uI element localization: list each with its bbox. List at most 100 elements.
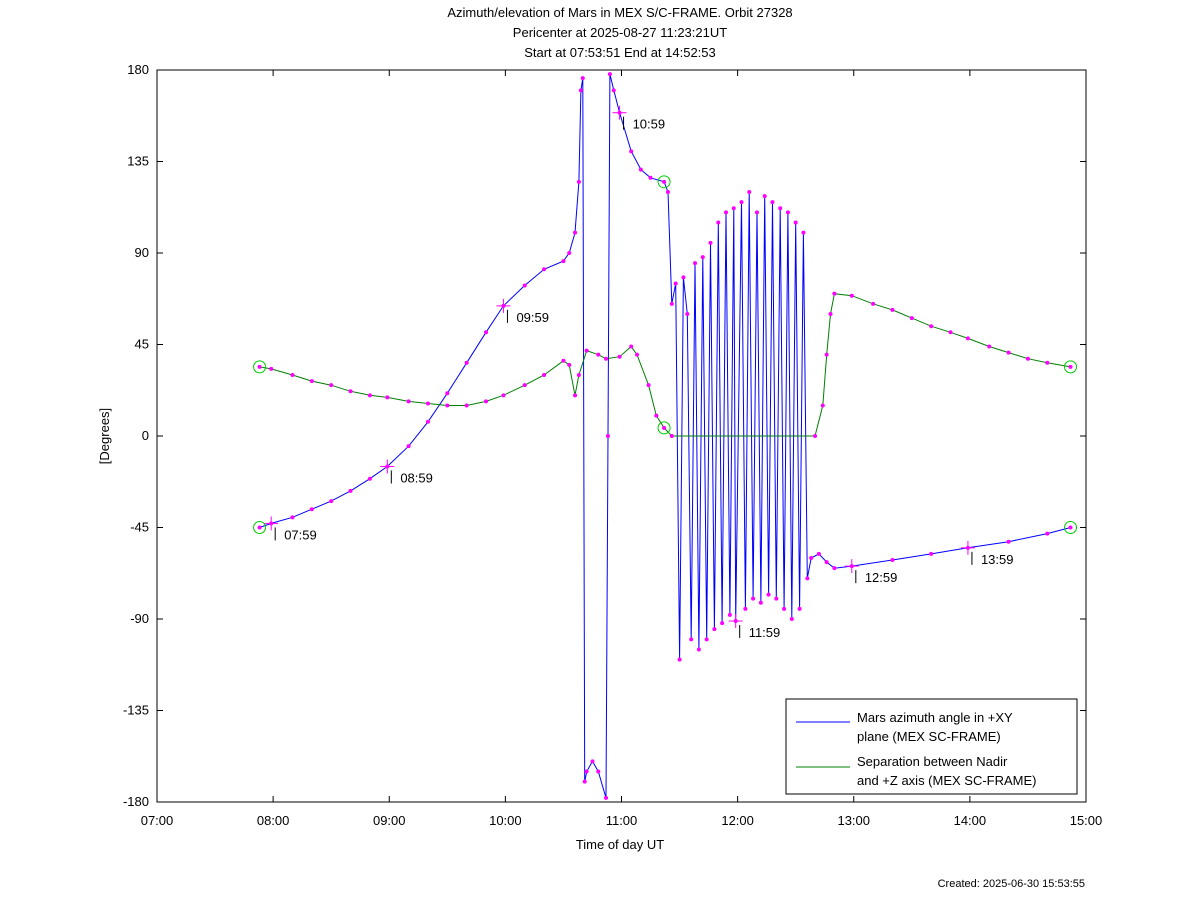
series-0-point-55 [743, 606, 748, 611]
x-tick-label-5: 12:00 [721, 813, 754, 828]
series-1-point-38 [909, 316, 914, 321]
series-0-point-47 [712, 627, 717, 632]
series-0-point-64 [778, 206, 783, 211]
series-0-point-77 [890, 558, 895, 563]
series-1-point-34 [832, 291, 837, 296]
series-0-point-25 [596, 769, 601, 774]
series-1-point-1 [269, 366, 274, 371]
series-1-point-0 [257, 364, 262, 369]
series-1-point-42 [987, 344, 992, 349]
x-tick-label-2: 09:00 [373, 813, 406, 828]
series-1-point-10 [445, 403, 450, 408]
y-tick-label-0: 180 [127, 62, 149, 77]
axis-ticks: 07:00 08:00 09:00 10:00 11:00 12:00 13:00 14:00… [123, 62, 1102, 828]
series-0-point-48 [716, 220, 721, 225]
series-0-point-20 [578, 88, 583, 93]
series-1-point-15 [542, 373, 547, 377]
series-1-point-40 [948, 330, 953, 335]
series-0-point-38 [677, 657, 682, 662]
series-0-point-45 [704, 637, 709, 642]
y-tick-label-3: 45 [135, 337, 149, 352]
series-0-point-42 [693, 261, 698, 266]
series-1-point-30 [813, 434, 818, 438]
series-0-point-81 [1045, 531, 1050, 536]
series-1-point-28 [662, 425, 667, 430]
series-1-point-20 [584, 348, 589, 353]
series-1-point-6 [367, 393, 372, 398]
y-tick-label-5: -45 [130, 520, 149, 535]
x-tick-label-6: 13:00 [837, 813, 870, 828]
marker-layer: 07:59 08:59 09:59 10:59 11:59 12:59 13:59 [253, 105, 1078, 640]
series-1-point-5 [348, 389, 353, 394]
series-0-point-11 [464, 360, 469, 365]
hour-label-0-4: 11:59 [749, 625, 781, 640]
series-0-point-4 [329, 499, 334, 504]
x-axis-label: Time of day UT [576, 837, 664, 852]
series-0-point-26 [604, 795, 609, 800]
series-0-point-3 [309, 507, 314, 512]
series-1-point-27 [654, 413, 659, 418]
x-tick-label-0: 07:00 [141, 813, 174, 828]
series-1-point-43 [1006, 350, 1011, 355]
series-0-point-60 [762, 194, 767, 199]
series-1-point-8 [406, 399, 411, 404]
hour-label-0-6: 13:59 [981, 552, 1014, 567]
series-1-point-45 [1045, 360, 1050, 365]
series-1-point-29 [669, 434, 674, 438]
series-1-point-44 [1025, 356, 1030, 361]
series-0-point-46 [708, 240, 713, 245]
series-1-point-22 [604, 356, 609, 361]
series-1-point-14 [522, 383, 527, 388]
series-1-point-41 [965, 336, 970, 341]
series-0-point-10 [445, 391, 450, 396]
series-0-point-73 [816, 551, 821, 556]
series-1-point-23 [617, 354, 622, 359]
y-tick-label-6: -90 [130, 611, 149, 626]
endpoint-circle-4 [1064, 521, 1078, 534]
series-0-point-17 [567, 251, 572, 255]
x-tick-label-1: 08:00 [257, 813, 290, 828]
series-0-point-59 [758, 600, 763, 605]
series-0-point-75 [832, 566, 837, 571]
series-layer [257, 72, 1073, 800]
series-1-point-36 [871, 301, 876, 306]
series-1-point-37 [890, 307, 895, 312]
series-0-point-41 [689, 637, 694, 642]
series-0-point-14 [522, 283, 527, 288]
plot-area [156, 69, 1087, 803]
series-1-point-25 [634, 352, 639, 357]
series-0-point-33 [648, 175, 653, 180]
series-0-point-65 [782, 606, 787, 611]
series-0-point-70 [801, 230, 806, 235]
endpoint-circle-0 [253, 521, 267, 534]
series-0-point-16 [561, 259, 566, 264]
legend: Mars azimuth angle in +XY plane (MEX SC-… [785, 698, 1078, 795]
y-tick-label-8: -180 [123, 794, 149, 809]
series-0-point-51 [727, 612, 732, 617]
y-tick-label-2: 90 [135, 245, 149, 260]
series-0-point-62 [770, 200, 775, 205]
series-0-point-8 [406, 444, 411, 449]
series-0-point-37 [673, 281, 678, 286]
x-tick-label-7: 14:00 [954, 813, 987, 828]
y-tick-label-7: -135 [123, 703, 149, 718]
series-0-point-0 [257, 525, 262, 530]
series-0-point-6 [367, 476, 372, 481]
series-1-point-4 [329, 383, 334, 388]
series-1-point-16 [561, 358, 566, 363]
series-1-point-9 [425, 401, 430, 406]
legend-separation-line-1: Separation between Nadir [857, 754, 1008, 769]
series-0-point-34 [662, 179, 667, 184]
chart-title-line-2: Pericenter at 2025-08-27 11:23:21UT [513, 25, 727, 40]
endpoint-circle-3 [657, 421, 671, 435]
series-0-point-44 [700, 255, 705, 260]
series-0-point-28 [607, 72, 612, 77]
series-0-point-15 [542, 267, 547, 272]
legend-separation-line-2: and +Z axis (MEX SC-FRAME) [857, 773, 1037, 788]
series-0-point-36 [669, 301, 674, 306]
y-axis-label: [Degrees] [97, 408, 112, 464]
series-0-point-12 [484, 330, 489, 335]
series-0-point-72 [809, 556, 814, 560]
series-1-point-26 [646, 383, 651, 388]
